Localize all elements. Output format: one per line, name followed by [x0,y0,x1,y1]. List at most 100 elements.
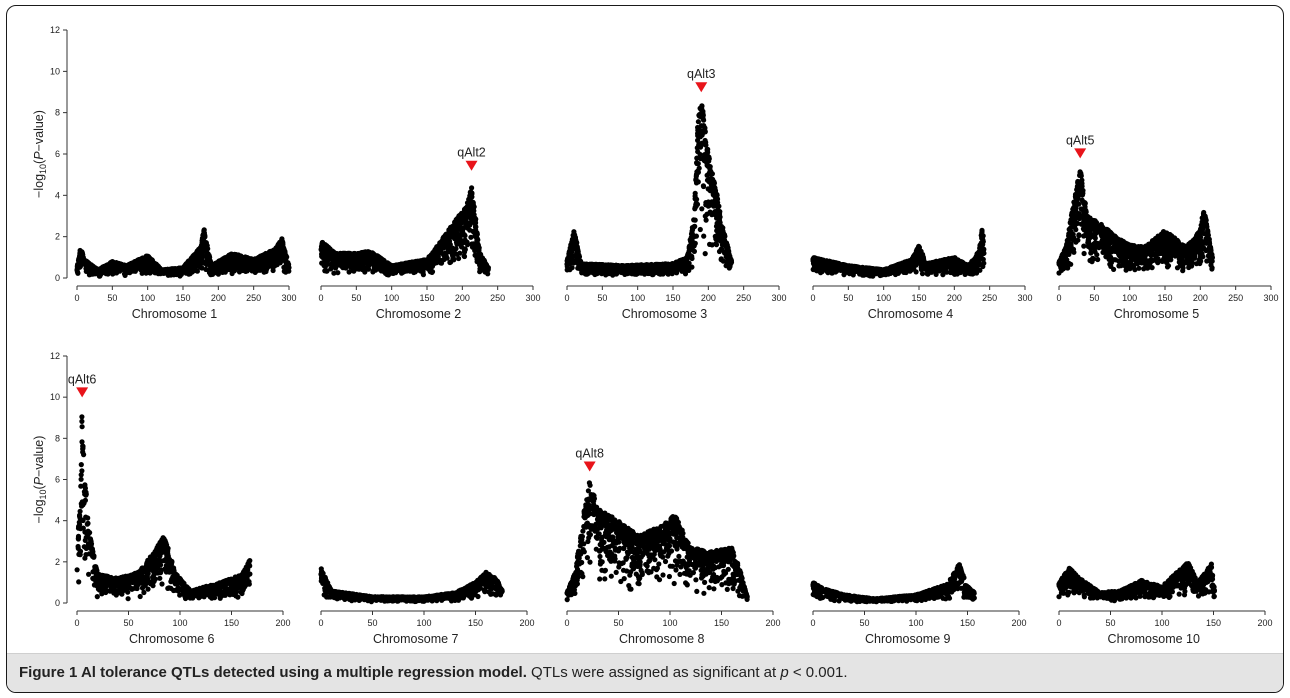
data-point [201,228,207,234]
data-point [209,271,215,277]
data-point [410,269,417,275]
data-point [112,268,118,274]
data-point [670,262,676,268]
data-point [321,259,327,265]
data-point [285,262,291,268]
data-point [265,251,271,257]
data-point [701,123,707,129]
data-point [447,259,453,266]
data-point [600,263,606,269]
data-point [260,254,266,260]
x-tick-label: 150 [175,293,190,303]
data-point [166,267,172,274]
data-point [127,262,133,268]
data-point [256,264,262,270]
data-point [460,211,466,217]
data-point [138,258,144,265]
data-point [467,189,473,195]
data-point [363,265,369,271]
data-point [685,253,691,259]
data-point [203,266,209,272]
data-point [715,237,721,243]
data-point [449,250,455,256]
data-point [700,183,707,189]
data-point [697,226,703,233]
data-point [462,238,468,244]
data-point [203,241,209,247]
x-tick-label: 100 [630,293,645,303]
data-point [704,147,710,153]
data-point [379,256,385,262]
qtl-label: qAlt3 [687,67,716,81]
data-point [564,267,570,273]
data-point [325,255,331,261]
x-tick-label: 300 [525,293,540,303]
data-point [248,259,255,265]
data-point [656,270,662,276]
data-point [687,243,693,249]
data-point [728,256,734,262]
data-point [434,246,440,252]
data-point [692,204,698,210]
data-point [695,137,701,143]
data-point [228,253,234,259]
data-point [206,255,212,261]
x-tick-label: 50 [107,293,117,303]
data-point [180,265,186,271]
data-point [419,266,425,272]
data-point [566,255,572,261]
data-point [214,261,221,267]
data-point [474,230,480,236]
data-point [723,241,730,247]
y-axis-label: −log10(P−value) [32,110,48,198]
data-point [626,264,632,270]
data-point [456,215,462,221]
data-point [693,173,699,179]
data-point [571,229,577,235]
x-tick-label: 150 [665,293,680,303]
data-point [372,254,378,260]
data-point [463,216,469,222]
data-point [281,247,287,253]
data-point [457,250,463,256]
x-tick-label: 300 [281,293,296,303]
data-point [346,251,352,257]
data-point [705,163,711,169]
data-point [674,259,680,266]
data-points [564,103,735,278]
data-point [717,214,723,220]
data-point [392,264,398,270]
data-point [638,270,644,276]
data-point [645,262,652,268]
data-point [695,161,701,167]
data-point [583,262,589,268]
figure-frame: 0 50 100 150 200 250 300 Chromosome 1 0 2 4 6 8 10 12−… [6,5,1284,693]
data-point [376,266,382,272]
data-point [695,127,701,133]
data-point [340,252,347,258]
data-point [331,270,337,276]
data-point [717,223,724,229]
data-point [470,207,476,213]
data-point [332,264,338,270]
data-point [639,264,645,270]
data-point [633,264,639,271]
data-point [703,200,709,206]
data-point [236,264,242,270]
y-tick-label: 6 [55,149,60,159]
data-point [696,112,702,118]
data-point [283,253,289,259]
data-point [725,247,731,253]
data-point [428,266,434,272]
data-point [703,142,709,148]
data-point [708,169,714,175]
data-point [454,237,460,243]
data-point [366,250,372,256]
x-axis-label: Chromosome 3 [622,307,707,321]
data-point [708,181,714,187]
data-point [720,230,727,236]
